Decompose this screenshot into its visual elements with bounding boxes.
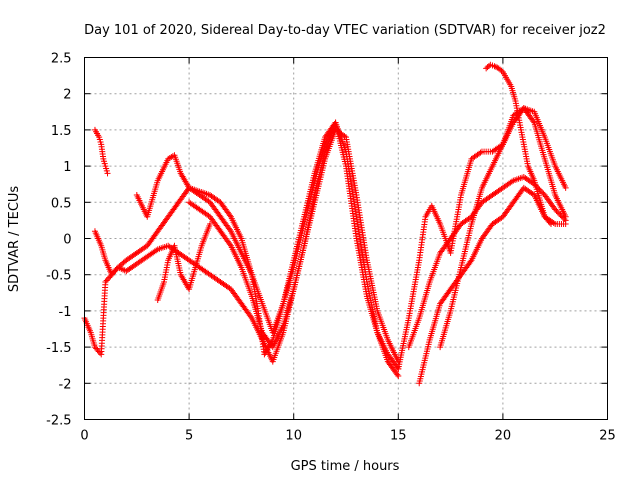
y-tick-label: -1.5: [46, 341, 71, 356]
data-point-fill: [554, 209, 561, 216]
series-track-h: [405, 173, 569, 351]
data-point-fill: [96, 349, 103, 356]
data-point-fill: [492, 63, 499, 70]
y-tick-label: -0.5: [46, 269, 71, 284]
data-point: [562, 213, 569, 220]
data-point-fill: [467, 258, 474, 265]
data-point: [552, 206, 559, 213]
series-track-j: [437, 105, 569, 351]
axis-ticks: 0 5 10 15 20 25 -2.5 -2 -1.5 -1 -0.5 0 0.5 1 1.5 2 2.5: [46, 52, 616, 444]
data-point-fill: [553, 207, 560, 214]
data-point: [562, 184, 569, 191]
data-point-fill: [94, 346, 101, 353]
data-point-fill: [93, 345, 100, 352]
data-point-fill: [394, 371, 401, 378]
data-point: [91, 344, 98, 351]
data-point: [395, 373, 402, 380]
data-point-fill: [544, 216, 551, 223]
x-tick-label: 20: [495, 429, 512, 444]
data-point: [332, 119, 339, 126]
data-point-fill: [109, 270, 116, 277]
series-track-i: [416, 184, 569, 387]
data-point: [207, 221, 214, 228]
y-tick-label: 1: [63, 160, 71, 175]
y-tick-label: 2.5: [51, 52, 72, 67]
data-point: [562, 221, 569, 228]
chart-title: Day 101 of 2020, Sidereal Day-to-day VTE…: [84, 23, 606, 38]
data-point-fill: [542, 215, 549, 222]
series-track-e: [91, 126, 111, 177]
data-point-fill: [477, 149, 484, 156]
data-point-fill: [104, 276, 111, 283]
data-point: [108, 271, 115, 278]
data-point-fill: [103, 277, 110, 284]
series-track-c: [133, 119, 339, 358]
x-tick-label: 5: [185, 429, 193, 444]
data-point-fill: [498, 67, 505, 74]
series-track-d: [186, 126, 402, 365]
data-point-fill: [111, 268, 118, 275]
data-point-fill: [226, 226, 233, 233]
series-track-k: [483, 61, 555, 228]
data-point: [491, 63, 498, 70]
y-tick-label: 0: [63, 233, 71, 248]
x-tick-label: 15: [390, 429, 407, 444]
data-point: [548, 221, 555, 228]
y-tick-label: -2.5: [46, 414, 71, 429]
data-point-fill: [546, 219, 553, 226]
data-point-fill: [539, 189, 546, 196]
data-point-fill: [545, 218, 552, 225]
y-axis-label: SDTVAR / TECUs: [7, 186, 22, 293]
y-tick-label: -2: [59, 377, 72, 392]
y-tick-label: 0.5: [51, 196, 72, 211]
y-tick-label: 2: [63, 88, 71, 103]
x-tick-label: 10: [285, 429, 302, 444]
data-point-fill: [153, 247, 160, 254]
data-points: [81, 61, 569, 387]
data-point-fill: [530, 118, 537, 125]
x-tick-label: 25: [599, 429, 616, 444]
data-point-fill: [112, 267, 119, 274]
data-point-fill: [113, 265, 120, 272]
data-point: [104, 170, 111, 177]
data-point-fill: [106, 274, 113, 281]
data-point-fill: [226, 212, 233, 219]
x-axis-label: GPS time / hours: [291, 459, 400, 474]
data-point-fill: [508, 178, 515, 185]
series-track-f: [154, 221, 214, 304]
y-tick-label: 1.5: [51, 124, 72, 139]
data-point-fill: [341, 133, 348, 140]
x-tick-label: 0: [80, 429, 88, 444]
data-point: [541, 213, 548, 220]
data-point-fill: [226, 241, 233, 248]
data-point-fill: [247, 313, 254, 320]
data-point: [102, 278, 109, 285]
y-tick-label: -1: [59, 305, 72, 320]
